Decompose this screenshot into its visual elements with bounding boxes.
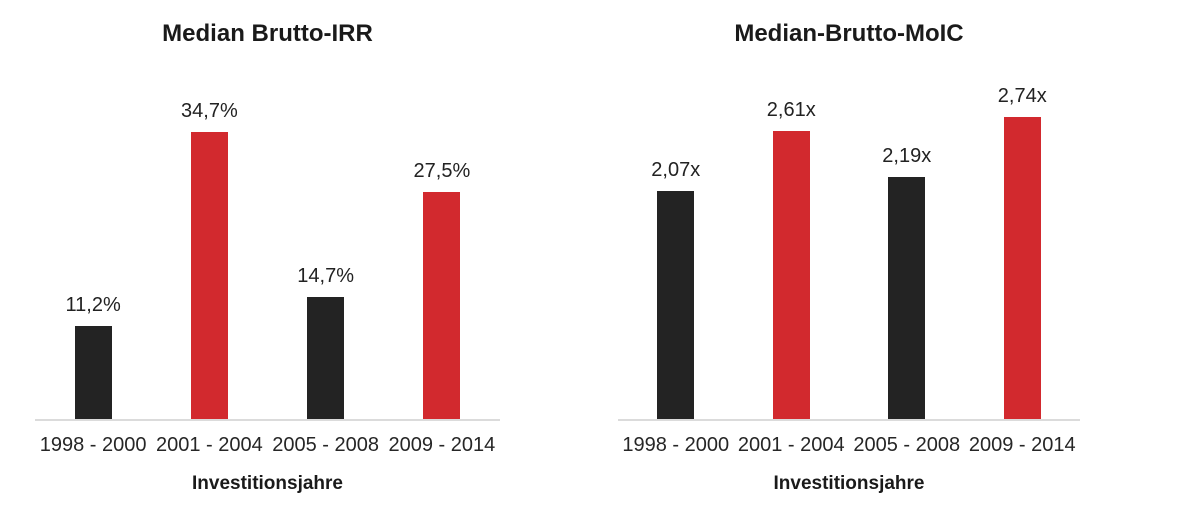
x-tick-label: 2009 - 2014 <box>388 434 496 456</box>
x-tick-label: 2001 - 2004 <box>155 434 263 456</box>
x-tick-label: 1998 - 2000 <box>622 434 730 456</box>
bar-2009 - 2014 <box>1003 117 1041 419</box>
chart-median-brutto-irr: Median Brutto-IRR 11,2% 34,7% 14,7% 27,5% 1… <box>35 0 500 516</box>
x-tick-label: 2005 - 2008 <box>853 434 961 456</box>
x-tick-label: 2005 - 2008 <box>272 434 379 456</box>
x-tick-label: 2009 - 2014 <box>968 434 1076 456</box>
data-label-2009 - 2014: 27,5% <box>413 160 471 182</box>
bar-2001 - 2004 <box>772 131 810 419</box>
bar-2001 - 2004 <box>190 132 228 419</box>
data-label-2001 - 2004: 34,7% <box>181 100 238 122</box>
data-label-2009 - 2014: 2,74x <box>997 85 1047 107</box>
plot-area: 2,07x 2,61x 2,19x 2,74x <box>618 86 1080 421</box>
x-tick-labels: 1998 - 2000 2001 - 2004 2005 - 2008 2009 - … <box>35 434 500 457</box>
x-axis-title: Investitionsjahre <box>773 473 925 494</box>
data-label-2001 - 2004: 2,61x <box>766 99 816 121</box>
bar-2009 - 2014 <box>423 192 461 419</box>
bar-1998 - 2000 <box>74 326 112 419</box>
data-label-1998 - 2000: 2,07x <box>651 159 701 181</box>
chart-title: Median Brutto-IRR <box>162 20 373 47</box>
chart-median-brutto-moic: Median-Brutto-MoIC 2,07x 2,61x 2,19x 2,74x … <box>618 0 1080 516</box>
chart-title: Median-Brutto-MoIC <box>734 20 964 47</box>
x-axis-title: Investitionsjahre <box>192 473 343 494</box>
bar-1998 - 2000 <box>657 191 695 419</box>
bar-2005 - 2008 <box>307 297 345 419</box>
data-label-2005 - 2008: 14,7% <box>297 265 354 287</box>
bar-2005 - 2008 <box>888 177 926 419</box>
plot-area: 11,2% 34,7% 14,7% 27,5% <box>35 101 500 421</box>
data-label-2005 - 2008: 2,19x <box>882 145 932 167</box>
x-tick-label: 1998 - 2000 <box>39 434 147 456</box>
x-tick-label: 2001 - 2004 <box>737 434 845 456</box>
x-tick-labels: 1998 - 2000 2001 - 2004 2005 - 2008 2009 - … <box>618 434 1080 457</box>
data-label-1998 - 2000: 11,2% <box>65 294 121 316</box>
